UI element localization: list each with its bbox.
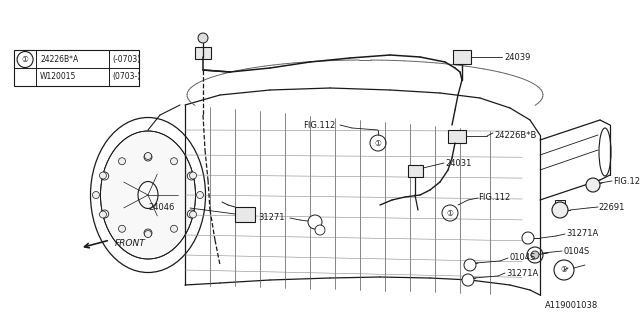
Bar [195, 47, 211, 59]
Circle shape [144, 153, 152, 161]
Text: W120015: W120015 [40, 72, 76, 81]
Circle shape [100, 172, 109, 180]
Text: FIG.121: FIG.121 [613, 178, 640, 187]
Circle shape [118, 158, 125, 165]
Circle shape [145, 153, 152, 159]
Text: FIG.112: FIG.112 [303, 121, 335, 130]
Text: 31271A: 31271A [566, 229, 598, 238]
Circle shape [189, 172, 196, 179]
Text: 24039: 24039 [504, 53, 531, 62]
Circle shape [315, 225, 325, 235]
Circle shape [188, 210, 195, 218]
Text: 24046: 24046 [148, 204, 174, 212]
Circle shape [308, 215, 322, 229]
Text: 22691: 22691 [598, 203, 625, 212]
Bar [453, 50, 471, 64]
Circle shape [93, 191, 99, 198]
Bar [448, 130, 466, 143]
Circle shape [586, 178, 600, 192]
Text: 0104S: 0104S [509, 253, 535, 262]
Circle shape [198, 33, 208, 43]
Circle shape [170, 225, 177, 232]
Bar [408, 165, 423, 177]
Text: FIG.112: FIG.112 [478, 194, 510, 203]
Text: ①: ① [561, 266, 568, 275]
Text: 24226B*B: 24226B*B [494, 132, 536, 140]
Text: 31271A: 31271A [506, 268, 538, 277]
Bar [14, 50, 139, 86]
Circle shape [145, 230, 152, 237]
Circle shape [464, 259, 476, 271]
Text: A119001038: A119001038 [545, 301, 598, 310]
Circle shape [118, 225, 125, 232]
Circle shape [170, 158, 177, 165]
Bar [555, 200, 565, 208]
Text: (-0703): (-0703) [112, 55, 140, 64]
Circle shape [188, 172, 195, 180]
Circle shape [522, 232, 534, 244]
Text: FRONT: FRONT [115, 238, 146, 247]
Text: 0104S: 0104S [563, 246, 589, 255]
Circle shape [99, 172, 106, 179]
Text: (0703-): (0703-) [112, 72, 140, 81]
Circle shape [552, 202, 568, 218]
Bar [235, 207, 255, 222]
Text: ①: ① [374, 139, 381, 148]
Text: 31271: 31271 [258, 213, 285, 222]
Text: ①: ① [447, 209, 453, 218]
Circle shape [100, 210, 109, 218]
Circle shape [189, 211, 196, 218]
Text: ①: ① [22, 55, 29, 64]
Ellipse shape [100, 131, 195, 259]
Text: 24226B*A: 24226B*A [40, 55, 78, 64]
Text: 24031: 24031 [445, 159, 472, 169]
Circle shape [99, 211, 106, 218]
Circle shape [531, 251, 539, 259]
Circle shape [196, 191, 204, 198]
Circle shape [462, 274, 474, 286]
Circle shape [144, 229, 152, 237]
